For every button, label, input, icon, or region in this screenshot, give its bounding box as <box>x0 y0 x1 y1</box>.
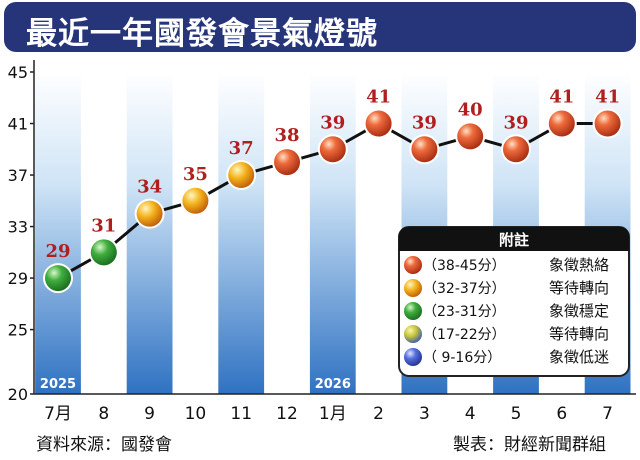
legend-marker <box>404 348 422 366</box>
x-tick-label: 8 <box>98 404 109 424</box>
legend-range: （23-31分） <box>423 304 506 320</box>
data-point <box>45 265 71 292</box>
y-tick-label: 37 <box>8 166 28 185</box>
y-tick-label: 25 <box>8 321 28 340</box>
legend-range: （17-22分） <box>423 327 506 343</box>
stripe <box>126 72 173 394</box>
x-tick-label: 9 <box>144 404 155 424</box>
x-tick-label: 11 <box>230 404 252 424</box>
data-label: 37 <box>229 138 254 159</box>
stripe <box>309 72 356 394</box>
x-tick-label: 6 <box>556 404 567 424</box>
data-label: 31 <box>91 215 116 236</box>
data-label: 39 <box>412 112 437 133</box>
title-bar: 最近一年國發會景氣燈號 <box>4 2 636 52</box>
stripe <box>218 72 265 394</box>
data-point <box>503 136 529 163</box>
data-label: 39 <box>320 112 345 133</box>
x-axis: 7月 8 9 10 11 12 1月 2 3 4 5 6 7 <box>44 404 613 424</box>
data-label: 41 <box>549 87 574 108</box>
legend-title: 附註 <box>499 231 529 249</box>
legend-marker <box>404 302 422 320</box>
y-tick-label: 33 <box>8 218 28 237</box>
legend-label: 象徵穩定 <box>549 302 609 320</box>
data-point <box>182 187 209 214</box>
legend-label: 等待轉向 <box>549 279 609 297</box>
data-label: 35 <box>183 164 208 185</box>
x-tick-label: 10 <box>185 404 207 424</box>
x-tick-label: 1月 <box>319 404 347 424</box>
x-tick-label: 3 <box>419 404 430 424</box>
legend-label: 等待轉向 <box>549 325 609 343</box>
y-tick-label: 41 <box>8 115 28 134</box>
data-point <box>319 136 346 163</box>
legend-marker <box>404 325 422 343</box>
legend-marker <box>404 279 422 297</box>
data-point <box>136 200 163 227</box>
legend-range: （32-37分） <box>423 281 506 297</box>
data-point <box>274 149 300 176</box>
x-tick-label: 7 <box>602 404 613 424</box>
data-label: 29 <box>45 241 70 262</box>
source-note: 資料來源：國發會 <box>36 435 172 455</box>
legend-header <box>399 227 629 251</box>
x-tick-label: 4 <box>465 404 476 424</box>
data-label: 40 <box>458 99 483 120</box>
data-point <box>594 110 621 137</box>
chart-title: 最近一年國發會景氣燈號 <box>26 16 378 52</box>
legend-label: 象徵低迷 <box>549 348 609 366</box>
data-point <box>548 110 575 137</box>
data-point <box>228 162 255 189</box>
x-tick-label: 2 <box>373 404 384 424</box>
legend: 附註 （38-45分） 象徵熱絡 （32-37分） 等待轉向 （23-31分） 象徵穩定 （1… <box>398 226 630 377</box>
data-label: 39 <box>503 112 528 133</box>
y-tick-label: 29 <box>8 269 28 288</box>
stripe <box>35 72 81 394</box>
legend-range: （ 9-16分） <box>423 350 501 366</box>
data-point <box>411 136 438 163</box>
data-label: 38 <box>274 125 299 146</box>
legend-label: 象徵熱絡 <box>549 256 609 274</box>
data-points: 29 31 34 35 37 38 39 41 39 40 39 41 41 <box>43 87 623 294</box>
data-label: 41 <box>595 87 620 108</box>
year-label: 2025 <box>40 377 76 392</box>
data-label: 34 <box>137 177 162 198</box>
maker-note: 製表：財經新聞群組 <box>453 435 606 455</box>
data-label: 41 <box>366 87 391 108</box>
data-point <box>365 110 392 137</box>
x-tick-label: 12 <box>276 404 298 424</box>
y-tick-label: 20 <box>8 385 28 404</box>
x-tick-label: 7月 <box>44 404 72 424</box>
data-point <box>90 239 117 266</box>
y-tick-label: 45 <box>8 63 28 82</box>
legend-range: （38-45分） <box>423 258 506 274</box>
legend-marker <box>404 256 422 274</box>
year-label: 2026 <box>315 377 351 392</box>
data-point <box>457 123 484 150</box>
x-tick-label: 5 <box>511 404 522 424</box>
